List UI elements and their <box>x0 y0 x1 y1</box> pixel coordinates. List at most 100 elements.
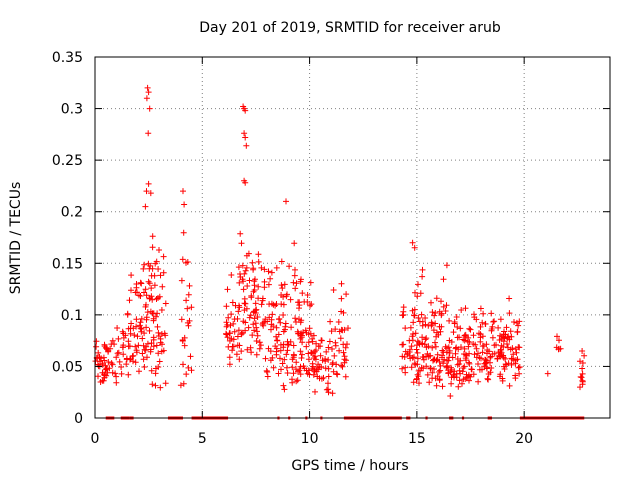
data-point <box>228 335 235 342</box>
data-point <box>287 338 294 345</box>
data-point <box>289 364 296 371</box>
data-point <box>153 296 160 302</box>
data-point <box>437 328 444 335</box>
data-point <box>419 340 426 347</box>
data-point <box>470 341 477 347</box>
data-point <box>249 332 256 339</box>
data-point <box>307 330 314 337</box>
data-point <box>315 343 322 350</box>
data-point <box>253 351 260 358</box>
data-point <box>308 301 315 308</box>
data-point <box>442 308 449 314</box>
data-point <box>475 378 482 385</box>
data-point <box>300 329 307 336</box>
data-point <box>126 343 133 350</box>
y-tick-label: 0.25 <box>52 153 83 169</box>
data-point <box>299 339 306 346</box>
data-point <box>466 360 473 367</box>
data-point <box>343 291 350 298</box>
data-point <box>155 266 162 272</box>
data-point <box>118 370 125 377</box>
data-point <box>399 353 406 360</box>
data-point <box>268 269 275 276</box>
data-point <box>143 292 150 299</box>
data-point <box>185 322 192 329</box>
data-point <box>152 382 159 389</box>
data-point <box>476 330 482 337</box>
data-point <box>235 264 242 271</box>
data-point <box>157 272 164 279</box>
data-point <box>137 319 144 326</box>
data-point <box>280 382 287 389</box>
data-point <box>254 314 261 320</box>
data-point <box>446 317 453 324</box>
data-point <box>414 349 421 356</box>
data-point <box>149 233 156 240</box>
data-point <box>150 334 157 341</box>
data-point <box>454 361 461 368</box>
data-point <box>482 356 488 363</box>
data-point <box>230 320 237 327</box>
data-point <box>556 337 562 344</box>
data-point <box>268 326 274 333</box>
data-point <box>513 349 520 356</box>
data-point <box>318 337 325 344</box>
data-point <box>291 272 298 279</box>
data-point <box>414 355 421 362</box>
data-point <box>102 344 109 351</box>
data-point <box>146 105 153 112</box>
data-point <box>250 265 257 272</box>
data-point <box>488 310 495 317</box>
data-point <box>437 367 444 374</box>
data-point <box>402 348 409 355</box>
data-point <box>431 356 438 363</box>
data-point <box>400 341 407 348</box>
data-point <box>418 311 425 318</box>
data-point <box>137 279 144 286</box>
data-point <box>414 293 421 300</box>
data-point <box>512 375 519 382</box>
data-point <box>417 290 424 297</box>
data-point <box>325 356 332 363</box>
data-point <box>399 312 406 319</box>
data-point <box>425 343 432 350</box>
data-point <box>453 314 460 320</box>
data-point <box>451 374 457 381</box>
data-point <box>112 370 119 377</box>
data-point <box>147 190 154 197</box>
data-point <box>337 335 344 342</box>
data-point <box>429 321 436 328</box>
data-point <box>109 361 116 368</box>
data-point <box>118 364 125 370</box>
data-point <box>411 244 418 251</box>
plot-frame <box>94 56 611 419</box>
data-point <box>416 380 422 387</box>
data-point <box>141 364 148 370</box>
data-point <box>127 330 134 337</box>
data-point <box>148 367 155 374</box>
data-point <box>162 332 169 339</box>
data-point <box>426 352 433 359</box>
data-point <box>322 358 329 365</box>
data-point <box>153 313 159 320</box>
data-point <box>142 286 149 293</box>
data-point <box>293 359 300 366</box>
data-point <box>478 355 484 362</box>
data-point <box>447 393 454 399</box>
data-point <box>581 352 588 359</box>
data-point <box>579 348 586 354</box>
data-point <box>252 320 259 327</box>
y-tick-label: 0.15 <box>52 256 83 272</box>
data-point <box>224 321 231 328</box>
data-point <box>225 314 232 321</box>
data-point <box>143 301 149 308</box>
data-point <box>241 300 248 307</box>
data-point <box>151 282 158 289</box>
data-point <box>150 343 157 350</box>
data-point <box>466 339 473 346</box>
data-point <box>484 375 491 382</box>
data-point <box>441 356 448 363</box>
data-point <box>180 380 187 387</box>
